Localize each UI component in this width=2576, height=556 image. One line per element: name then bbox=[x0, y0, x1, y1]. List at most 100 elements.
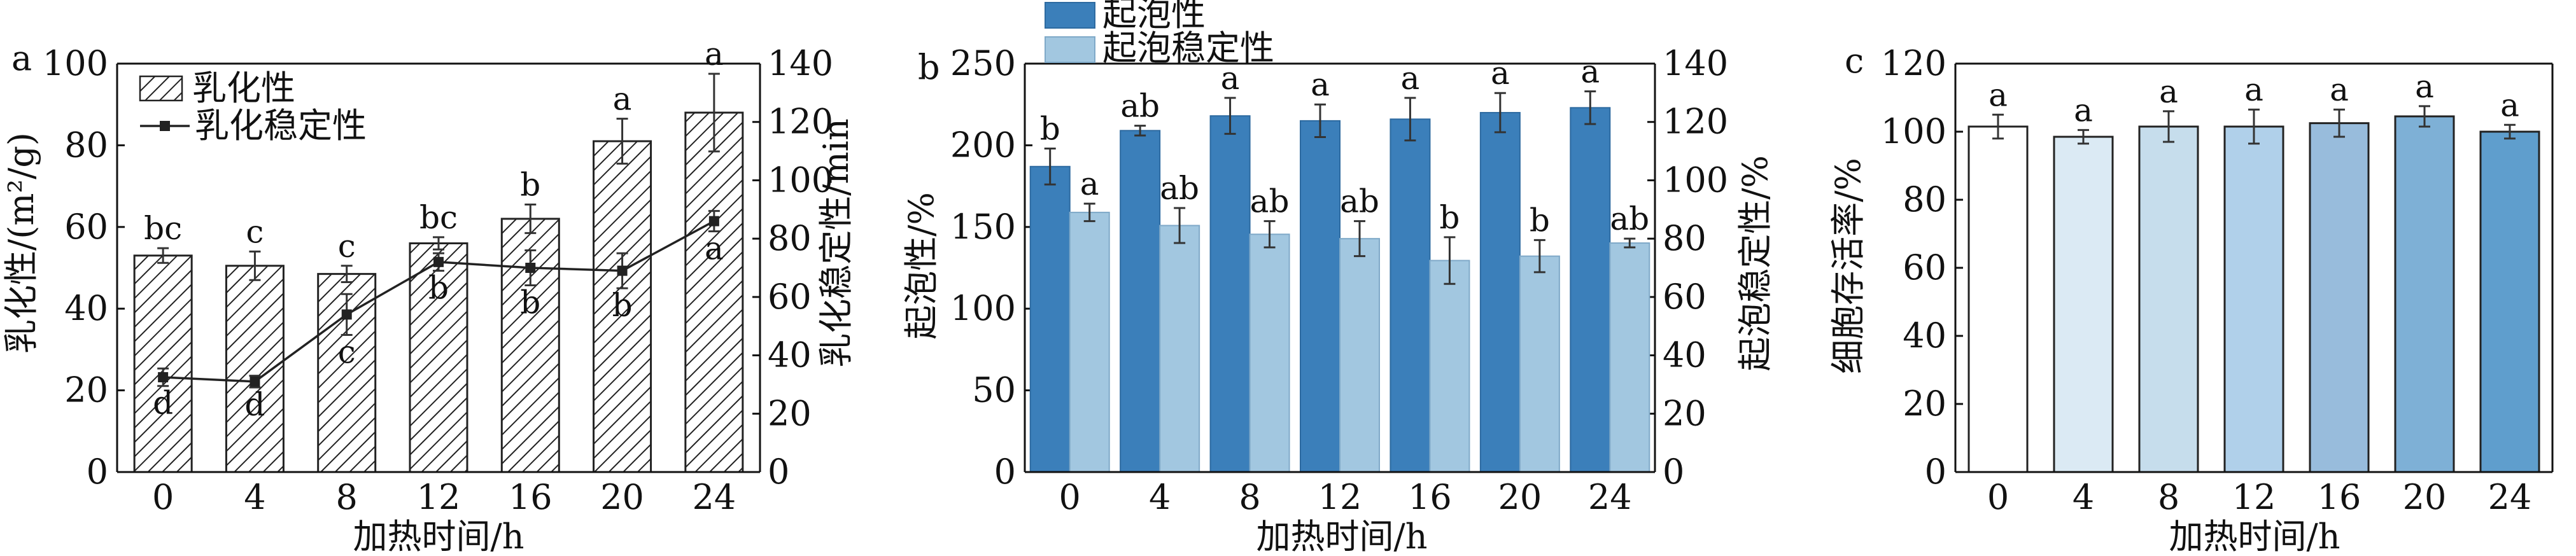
y2-tick-label: 60 bbox=[768, 277, 812, 317]
significance-letter-cell-viability: a bbox=[2244, 71, 2263, 108]
panel-a-ylabel: 乳化性/(m²/g) bbox=[1, 132, 41, 354]
x-tick-label: 12 bbox=[417, 477, 461, 517]
x-tick-label: 8 bbox=[336, 477, 358, 517]
marker-emulsion-stability bbox=[525, 263, 536, 273]
bar-emulsifying-activity bbox=[225, 265, 285, 473]
x-tick-label: 4 bbox=[2073, 477, 2094, 517]
y2-tick-label: 0 bbox=[768, 452, 789, 492]
marker-emulsion-stability bbox=[250, 376, 260, 387]
y2-tick-label: 120 bbox=[1663, 102, 1728, 142]
bar-cell-viability bbox=[2394, 115, 2455, 473]
bar-foam-stability bbox=[1339, 238, 1380, 473]
legend-label-emulsion-stability: 乳化稳定性 bbox=[195, 106, 367, 146]
significance-letter-cell-viability: a bbox=[1988, 76, 2008, 113]
significance-letter-emulsifying-activity: a bbox=[613, 81, 632, 118]
y-tick-label: 120 bbox=[1881, 43, 1946, 83]
legend-swatch-foam-stability bbox=[1045, 36, 1095, 63]
y-tick-label: 100 bbox=[43, 43, 108, 83]
x-tick-label: 24 bbox=[1588, 477, 1632, 517]
panel-b-plot: 0 50 100 150 200 250 0 20 40 60 80 100 120 140 0 4 8 12 16… bbox=[950, 43, 1728, 517]
bar-foam-stability bbox=[1069, 211, 1110, 473]
x-tick-label: 12 bbox=[1318, 477, 1362, 517]
legend-swatch-emulsifying-activity bbox=[139, 75, 183, 102]
bar-foaming-capacity bbox=[1479, 112, 1521, 473]
bar-foaming-capacity bbox=[1300, 120, 1341, 473]
significance-letter-cell-viability: a bbox=[2415, 68, 2434, 105]
panel-b-legend: 起泡性 起泡稳定性 bbox=[1045, 0, 1274, 68]
bar-foaming-capacity bbox=[1390, 118, 1431, 473]
x-tick-label: 16 bbox=[2318, 477, 2361, 517]
x-tick-label: 24 bbox=[2488, 477, 2532, 517]
bar-cell-viability bbox=[2138, 125, 2199, 473]
significance-letter-emulsifying-activity: bc bbox=[144, 210, 182, 247]
significance-letter-emulsion-stability: b bbox=[428, 270, 449, 307]
significance-letter-emulsifying-activity: c bbox=[246, 213, 264, 250]
panel-a-plot: 0 20 40 60 80 100 0 20 40 60 80 100 120 140 0 4 8 12 16 20 2… bbox=[43, 36, 833, 517]
y-tick-label: 200 bbox=[950, 125, 1016, 165]
panel-a-legend: 乳化性 乳化稳定性 bbox=[139, 68, 367, 146]
x-tick-label: 8 bbox=[1239, 477, 1260, 517]
significance-letter-foam-stability: a bbox=[1080, 165, 1099, 202]
significance-letter-emulsion-stability: d bbox=[244, 386, 265, 423]
y-tick-label: 40 bbox=[64, 288, 108, 328]
significance-letter-foaming-capacity: b bbox=[1040, 111, 1060, 148]
y-tick-label: 80 bbox=[64, 125, 108, 165]
panel-c-tag: c bbox=[1845, 41, 1864, 81]
y2-tick-label: 140 bbox=[768, 43, 833, 83]
marker-emulsion-stability bbox=[433, 256, 444, 267]
legend-label-foaming-capacity: 起泡性 bbox=[1102, 0, 1206, 34]
bar-foam-stability bbox=[1159, 225, 1200, 473]
bar-emulsifying-activity bbox=[317, 273, 377, 473]
bar-foaming-capacity bbox=[1029, 165, 1071, 473]
y2-tick-label: 80 bbox=[1663, 218, 1707, 258]
marker-emulsion-stability bbox=[341, 309, 352, 320]
significance-letter-foaming-capacity: a bbox=[1491, 55, 1510, 92]
bar-emulsifying-activity bbox=[684, 111, 744, 473]
panel-c: c 0 20 40 60 80 100 120 0 4 8 12 16 20 24 a a a a a a a 细胞存活… bbox=[1828, 41, 2554, 556]
bar-foaming-capacity bbox=[1570, 107, 1611, 473]
bar-foam-stability bbox=[1519, 255, 1560, 473]
significance-letter-foaming-capacity: a bbox=[1580, 53, 1600, 90]
significance-letter-foaming-capacity: a bbox=[1401, 60, 1420, 97]
significance-letter-emulsion-stability: b bbox=[520, 284, 540, 321]
x-tick-label: 0 bbox=[152, 477, 174, 517]
bar-cell-viability bbox=[2309, 122, 2370, 473]
marker-emulsion-stability bbox=[617, 265, 628, 276]
significance-letter-foam-stability: ab bbox=[1610, 200, 1649, 237]
bar-cell-viability bbox=[1967, 125, 2029, 473]
significance-letter-emulsifying-activity: a bbox=[705, 36, 724, 73]
panel-a-xlabel: 加热时间/h bbox=[353, 517, 524, 556]
significance-letter-emulsion-stability: b bbox=[612, 287, 633, 324]
marker-emulsion-stability bbox=[708, 216, 719, 226]
y-tick-label: 150 bbox=[950, 207, 1016, 247]
bar-emulsifying-activity bbox=[133, 254, 193, 473]
bar-foaming-capacity bbox=[1209, 115, 1251, 473]
bar-foam-stability bbox=[1249, 233, 1290, 473]
legend-marker-emulsion-stability bbox=[160, 121, 170, 131]
panel-b-ylabel: 起泡性/% bbox=[901, 192, 941, 340]
x-tick-label: 16 bbox=[1408, 477, 1452, 517]
panel-a: a 0 20 40 60 80 100 0 20 40 60 80 100 120 140 0 4 8 12 16 2… bbox=[1, 36, 856, 556]
significance-letter-foaming-capacity: ab bbox=[1120, 88, 1160, 125]
x-tick-label: 20 bbox=[600, 477, 644, 517]
significance-letter-emulsifying-activity: b bbox=[520, 166, 540, 203]
y-tick-label: 250 bbox=[950, 43, 1016, 83]
legend-swatch-foaming-capacity bbox=[1045, 2, 1095, 29]
significance-letter-foam-stability: b bbox=[1439, 199, 1460, 236]
x-tick-label: 8 bbox=[2158, 477, 2179, 517]
bar-cell-viability bbox=[2053, 136, 2114, 473]
y-tick-label: 80 bbox=[1903, 179, 1946, 219]
y2-tick-label: 40 bbox=[1663, 335, 1707, 375]
x-tick-label: 20 bbox=[1498, 477, 1542, 517]
bar-cell-viability bbox=[2223, 125, 2284, 473]
panel-b-ylabel-right: 起泡稳定性/% bbox=[1735, 155, 1775, 372]
bar-cell-viability bbox=[2479, 130, 2540, 473]
y-tick-label: 0 bbox=[994, 452, 1016, 492]
significance-letter-foam-stability: ab bbox=[1340, 183, 1379, 220]
significance-letter-emulsifying-activity: bc bbox=[419, 199, 458, 236]
significance-letter-foam-stability: ab bbox=[1250, 183, 1290, 220]
panel-c-plot: 0 20 40 60 80 100 120 0 4 8 12 16 20 24 a a a a a a a bbox=[1881, 43, 2554, 517]
y2-tick-label: 60 bbox=[1663, 277, 1707, 317]
y2-tick-label: 100 bbox=[768, 160, 833, 200]
x-tick-label: 4 bbox=[1149, 477, 1171, 517]
